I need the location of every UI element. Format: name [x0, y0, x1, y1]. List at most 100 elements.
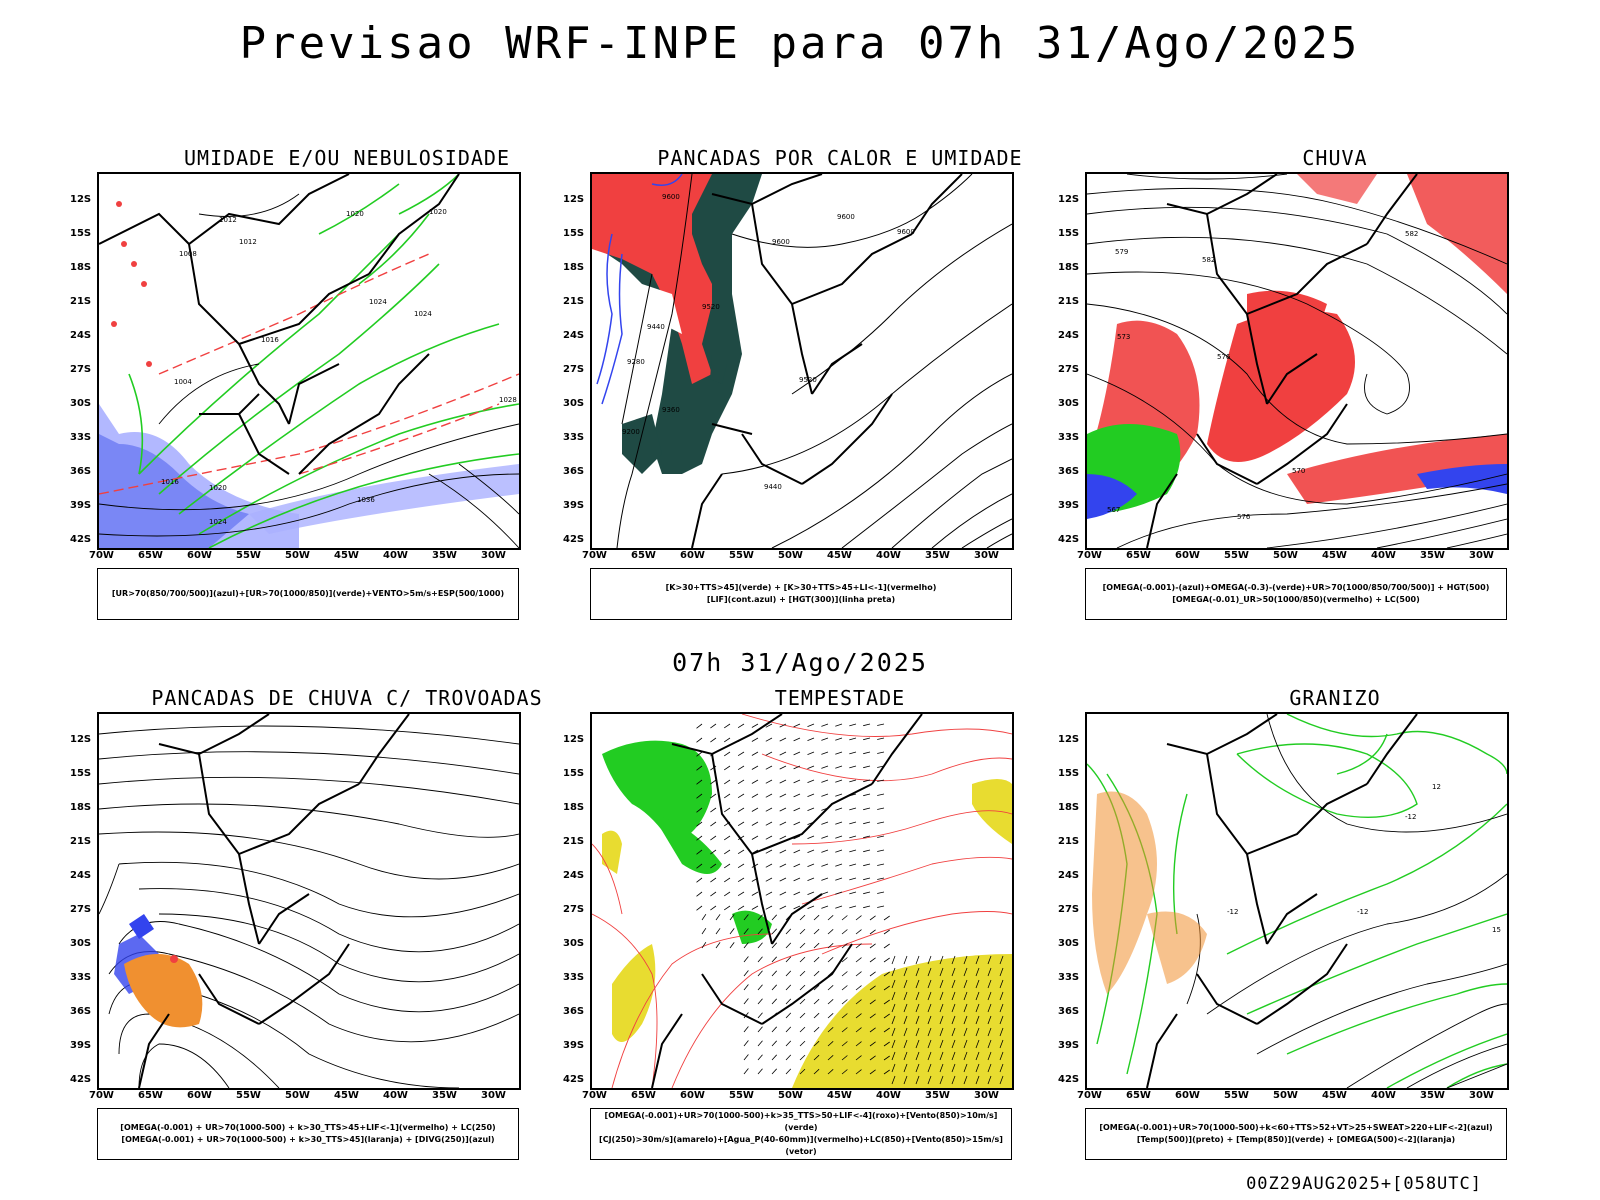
- lat-label: 12S: [1058, 734, 1080, 745]
- panel-title: PANCADAS POR CALOR E UMIDADE: [657, 146, 1023, 170]
- lat-label: 36S: [563, 466, 585, 477]
- wind-vector: [751, 737, 759, 742]
- wind-vector: [877, 821, 885, 824]
- lat-label: 33S: [70, 432, 92, 443]
- wind-vector: [963, 1015, 968, 1025]
- contour-label: 1012: [219, 216, 237, 224]
- lat-label: 12S: [563, 734, 585, 745]
- wind-vector: [863, 751, 871, 755]
- wind-vector: [849, 849, 857, 853]
- wind-vector: [849, 891, 857, 895]
- wind-vector: [951, 955, 956, 965]
- wind-vector: [927, 1003, 932, 1013]
- map-frame[interactable]: -12 -12 -12 15 12: [1085, 712, 1509, 1090]
- lon-label: 40W: [876, 550, 901, 561]
- map-frame[interactable]: 1012 1012 1008 1020 1020 1024 1024 1016 …: [97, 172, 521, 550]
- wind-vector: [723, 779, 731, 785]
- wind-vector: [813, 1054, 820, 1061]
- wind-vector: [751, 821, 759, 826]
- map-frame[interactable]: 582 582 579 576 573 570 567 576: [1085, 172, 1509, 550]
- wind-vector: [827, 1027, 834, 1033]
- lat-label: 39S: [1058, 1040, 1080, 1051]
- wind-vector: [939, 979, 944, 989]
- wind-vector: [891, 1051, 896, 1061]
- map-frame[interactable]: [590, 712, 1014, 1090]
- contour-label: 12: [1432, 783, 1441, 791]
- map-frame[interactable]: [97, 712, 521, 1090]
- map-frame[interactable]: 9600 9600 9600 9600 9520 9440 9360 9280 …: [590, 172, 1014, 550]
- wind-vector: [877, 835, 885, 838]
- wind-vector: [710, 905, 717, 911]
- wind-vector: [877, 905, 885, 908]
- wind-vector: [915, 1003, 920, 1013]
- panel-legend: [OMEGA(-0.001)-(azul)+OMEGA(-0.3)-(verde…: [1085, 568, 1507, 620]
- wind-vector: [835, 807, 843, 811]
- wind-vector: [827, 1069, 834, 1075]
- wind-vector: [799, 1068, 806, 1075]
- wind-vector: [915, 1027, 920, 1037]
- legend-line: [OMEGA(-0.001) + UR>70(1000-500) + k>30_…: [120, 1123, 496, 1132]
- lon-label: 70W: [582, 550, 607, 561]
- wind-vector: [927, 1075, 932, 1085]
- wind-vector: [975, 955, 980, 965]
- wind-vector: [891, 1039, 896, 1049]
- wind-vector: [903, 1063, 908, 1073]
- wind-vector: [779, 849, 787, 854]
- wind-vector: [723, 793, 731, 799]
- wind-vector: [891, 1027, 896, 1037]
- wind-vector: [751, 723, 759, 728]
- wind-vector: [813, 984, 820, 991]
- wind-vector: [793, 737, 801, 742]
- map-granizo: -12 -12 -12 15 12: [1087, 714, 1507, 1088]
- wind-vector: [999, 1051, 1004, 1061]
- contour-label: 1024: [369, 298, 387, 306]
- wind-vector: [696, 751, 703, 757]
- wind-vector: [793, 723, 801, 728]
- wind-vector: [915, 967, 920, 977]
- wind-vector: [987, 1027, 992, 1037]
- panel-trovoadas: PANCADAS DE CHUVA C/ TROVOADAS: [70, 686, 597, 1186]
- wind-vector: [903, 1075, 908, 1085]
- wind-vector: [696, 765, 703, 771]
- lat-label: 42S: [1058, 534, 1080, 545]
- wind-vector: [779, 807, 787, 812]
- panel-granizo: GRANIZO: [1058, 686, 1585, 1186]
- lat-label: 18S: [1058, 802, 1080, 813]
- wind-vector: [841, 1027, 848, 1033]
- wind-vector: [807, 905, 815, 909]
- wind-vector: [696, 877, 703, 883]
- wind-vector: [793, 835, 801, 840]
- legend-line: [OMEGA(-0.01)_UR>50(1000/850)(vermelho) …: [1172, 595, 1420, 604]
- wind-vector: [710, 723, 717, 729]
- wind-vector: [723, 751, 731, 757]
- wind-vector: [999, 1039, 1004, 1049]
- wind-vector: [779, 835, 787, 840]
- wind-vector: [701, 941, 707, 949]
- wind-vector: [765, 723, 773, 728]
- wind-vector: [903, 1051, 908, 1061]
- lat-label: 27S: [1058, 364, 1080, 375]
- wind-vector: [771, 942, 777, 949]
- wind-vector: [891, 955, 896, 965]
- lat-label: 18S: [563, 262, 585, 273]
- wind-vector: [807, 737, 815, 741]
- wind-vector: [743, 914, 749, 921]
- contour-label: 1020: [209, 484, 227, 492]
- wind-vector: [743, 984, 749, 991]
- wind-vector: [793, 765, 801, 770]
- lon-label: 65W: [1126, 550, 1151, 561]
- panel-chuva: CHUVA: [1058, 146, 1585, 646]
- wind-vector: [863, 821, 871, 825]
- wind-vector: [975, 979, 980, 989]
- lon-label: 60W: [680, 550, 705, 561]
- wind-vector: [765, 737, 773, 742]
- wind-vector: [793, 905, 801, 910]
- wind-vector: [827, 915, 834, 921]
- wind-vector: [827, 943, 834, 949]
- wind-vector: [869, 943, 876, 949]
- lat-label: 42S: [563, 534, 585, 545]
- wind-vector: [869, 957, 876, 963]
- wind-vector: [915, 1015, 920, 1025]
- lon-label: 35W: [432, 550, 457, 561]
- wind-vector: [779, 863, 787, 868]
